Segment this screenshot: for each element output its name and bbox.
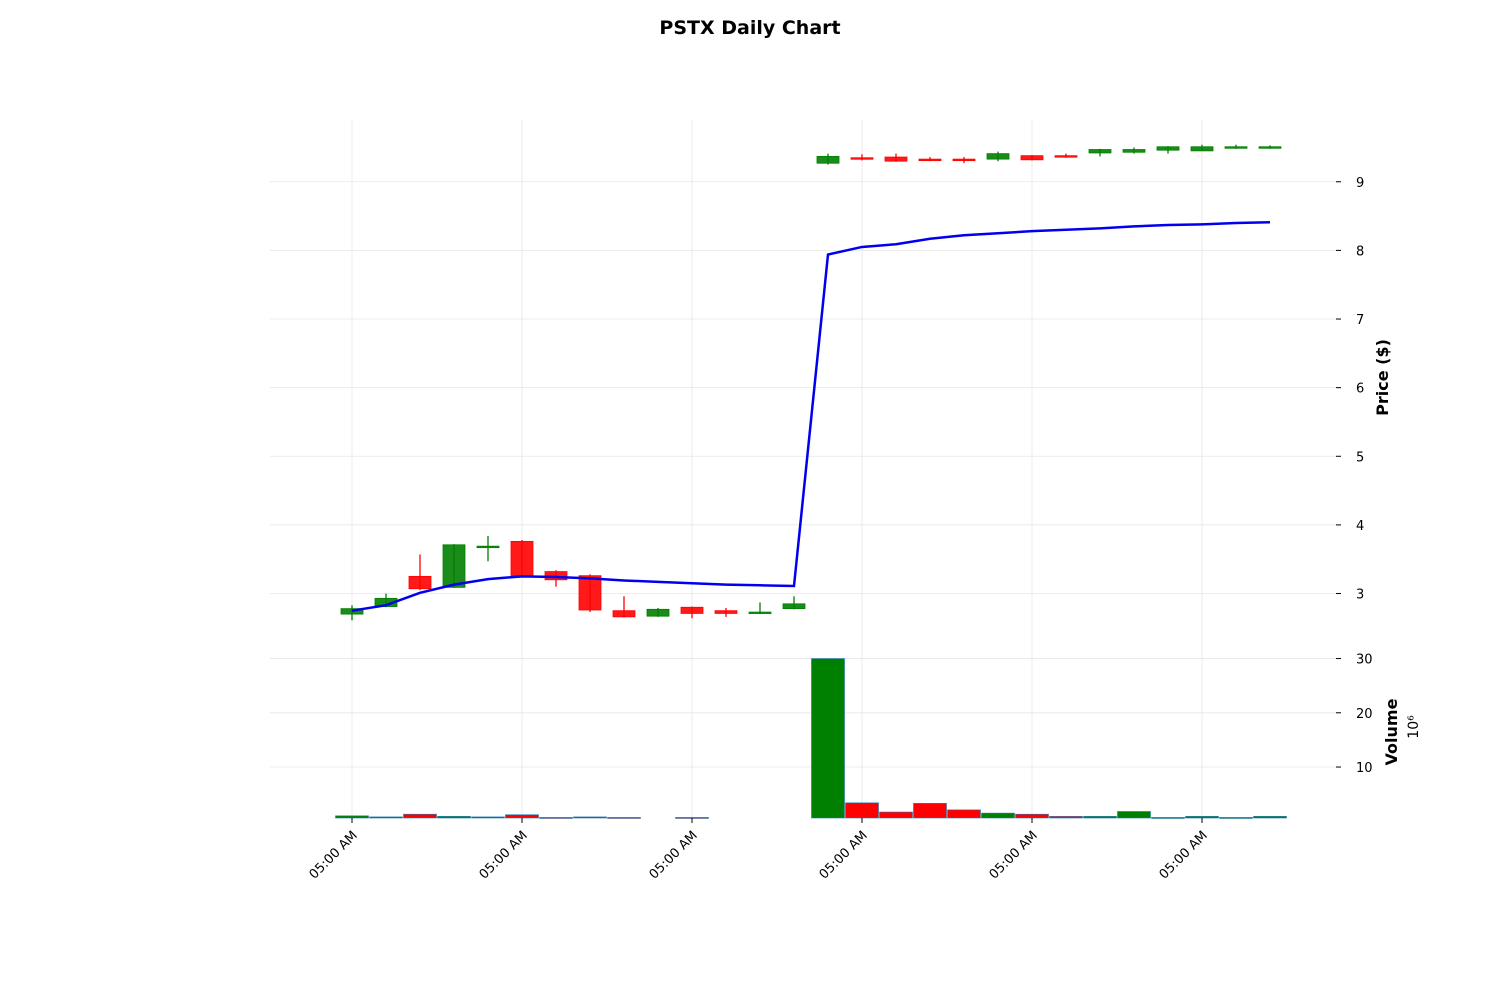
volume-bar (369, 816, 403, 819)
volume-bar (981, 812, 1015, 819)
volume-bar (1083, 816, 1117, 819)
price-tick-label: 6 (1356, 382, 1364, 397)
volume-bar (1151, 817, 1185, 819)
volume-axis-label: Volume (1382, 698, 1401, 765)
volume-bar (1049, 816, 1083, 819)
price-tick-label: 8 (1356, 244, 1364, 259)
candle-body (782, 603, 806, 610)
candle-body (340, 608, 364, 615)
volume-bar (403, 813, 437, 819)
volume-bar (1219, 817, 1253, 819)
volume-tick-label: 30 (1356, 653, 1373, 668)
x-tick-label: 05:00 AM (1157, 828, 1211, 882)
volume-bar (471, 816, 505, 819)
volume-tick-label: 20 (1356, 707, 1373, 722)
candle-body (918, 158, 942, 162)
volume-bar (845, 802, 879, 819)
candle-body (408, 575, 432, 590)
candle-body (1054, 155, 1078, 158)
volume-tick-label: 10 (1356, 761, 1373, 776)
price-axis-label: Price ($) (1373, 339, 1392, 416)
moving-average (351, 221, 1271, 612)
volume-bar (879, 811, 913, 819)
volume-bar (607, 817, 641, 819)
chart-title: PSTX Daily Chart (659, 17, 841, 39)
x-tick-label: 05:00 AM (477, 828, 531, 882)
candle-body (1122, 149, 1146, 153)
candle-body (952, 158, 976, 162)
candle-body (680, 606, 704, 614)
candle-body (748, 611, 772, 614)
price-tick-label: 9 (1356, 176, 1364, 191)
candle-body (646, 608, 670, 617)
candle-body (1088, 149, 1112, 154)
volume-bar (437, 816, 471, 819)
volume-bar (811, 658, 845, 819)
price-tick-label: 4 (1356, 519, 1364, 534)
candle-body (986, 153, 1010, 160)
candle-body (714, 610, 738, 614)
volume-bar (1015, 813, 1049, 819)
price-tick-label: 7 (1356, 313, 1364, 328)
volume-scale-label: 10⁶ (1406, 715, 1422, 739)
candle-body (612, 610, 636, 618)
candle-body (1156, 146, 1180, 151)
price-tick-label: 3 (1356, 588, 1364, 603)
candle-body (510, 540, 534, 577)
candle-body (816, 155, 840, 164)
candle-body (476, 545, 500, 549)
volume-bar (1185, 816, 1219, 819)
volume-bars (335, 658, 1287, 819)
x-tick-label: 05:00 AM (647, 828, 701, 882)
volume-bar (573, 816, 607, 819)
volume-bar (947, 809, 981, 819)
volume-bar (539, 817, 573, 819)
candle-body (850, 157, 874, 160)
candle-body (442, 544, 466, 588)
candle-body (578, 575, 602, 611)
volume-bar (335, 815, 369, 819)
x-tick-label: 05:00 AM (307, 828, 361, 882)
grid-lines (270, 120, 1336, 818)
candle-body (1224, 146, 1248, 149)
x-tick-label: 05:00 AM (817, 828, 871, 882)
candle-body (1190, 146, 1214, 152)
volume-bar (505, 814, 539, 819)
x-tick-label: 05:00 AM (987, 828, 1041, 882)
candle-body (884, 156, 908, 162)
volume-bar (1253, 816, 1287, 819)
axes: 3 4 5 6 7 8 9 10 20 30 Price ($) Volume 10⁶ 05:00 AM 0… (307, 176, 1422, 883)
candles (340, 144, 1282, 621)
volume-bar (1117, 811, 1151, 819)
candle-body (1020, 155, 1044, 161)
moving-average-line (351, 221, 1271, 612)
volume-bar (913, 803, 947, 819)
price-tick-label: 5 (1356, 450, 1364, 465)
candle-body (1258, 146, 1282, 149)
